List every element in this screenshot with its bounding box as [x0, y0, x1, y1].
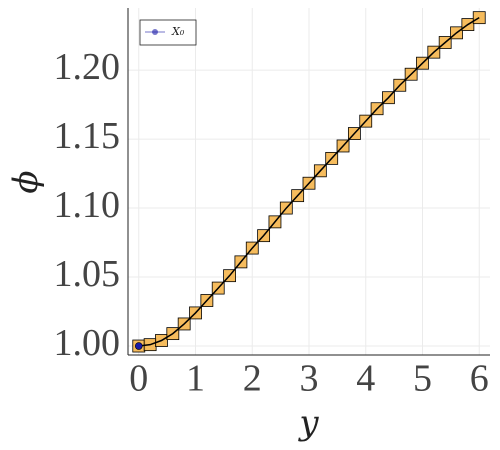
legend-label: X₀: [171, 25, 185, 38]
y-axis-label: ϕ: [6, 170, 46, 193]
point: [134, 342, 143, 350]
legend-marker: [152, 29, 158, 35]
x-tick-label: 4: [356, 358, 375, 400]
x-tick-label: 6: [470, 358, 489, 400]
y-tick-label: 1.20: [54, 46, 121, 88]
y-tick-label: 1.05: [54, 253, 121, 295]
x-tick-label: 2: [243, 358, 262, 400]
x-tick-label: 0: [129, 358, 148, 400]
y-tick-label: 1.00: [54, 322, 121, 364]
y-tick-label: 1.15: [54, 115, 121, 157]
x-axis-label: y: [297, 403, 319, 443]
y-tick-label: 1.10: [54, 184, 121, 226]
x-tick-label: 3: [300, 358, 319, 400]
legend-box: [139, 19, 197, 46]
x-tick-label: 5: [413, 358, 432, 400]
marker: [472, 11, 486, 25]
curve: [138, 17, 480, 347]
x-tick-label: 1: [186, 358, 205, 400]
